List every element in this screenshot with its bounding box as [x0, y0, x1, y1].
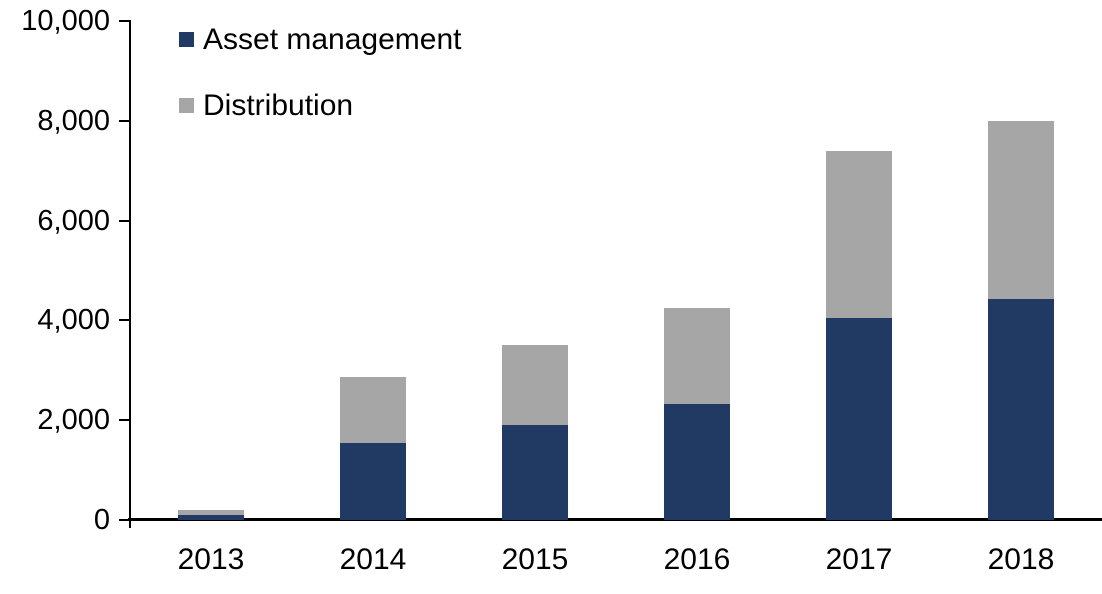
bar-segment-asset-management-2016 — [664, 403, 730, 520]
x-tick-label-2015: 2015 — [501, 543, 569, 576]
bar-segment-distribution-2013 — [178, 510, 244, 515]
legend-label-asset-management: Asset management — [203, 23, 462, 56]
y-tick-label: 6,000 — [37, 204, 110, 237]
y-tick-label: 10,000 — [21, 5, 110, 37]
y-tick-label: 8,000 — [37, 104, 110, 137]
x-axis — [128, 518, 1102, 521]
y-tick-mark — [119, 119, 130, 122]
bar-segment-asset-management-2014 — [340, 442, 406, 520]
x-tick-label-2018: 2018 — [987, 543, 1055, 576]
x-tick-label-2016: 2016 — [663, 543, 731, 576]
bar-segment-asset-management-2013 — [178, 515, 244, 520]
legend-label-distribution: Distribution — [203, 89, 354, 122]
y-tick-mark — [119, 319, 130, 322]
y-axis — [129, 20, 131, 528]
y-tick-label: 4,000 — [37, 304, 110, 337]
bar-segment-distribution-2018 — [988, 120, 1054, 299]
legend-item-asset-management: Asset management — [179, 22, 461, 57]
y-tick-mark — [119, 20, 130, 22]
bar-segment-asset-management-2015 — [502, 425, 568, 520]
bar-segment-distribution-2017 — [826, 150, 892, 318]
bar-segment-distribution-2014 — [340, 376, 406, 443]
bar-segment-asset-management-2017 — [826, 317, 892, 520]
bar-segment-distribution-2016 — [664, 307, 730, 404]
legend-swatch-asset-management — [179, 32, 194, 47]
legend-item-distribution: Distribution — [179, 88, 461, 123]
y-tick-label: 0 — [93, 504, 110, 536]
bar-segment-asset-management-2018 — [988, 298, 1054, 520]
x-tick-label-2017: 2017 — [825, 543, 893, 576]
y-tick-mark — [119, 219, 130, 222]
y-tick-label: 2,000 — [37, 404, 110, 437]
legend: Asset management Distribution — [179, 22, 461, 123]
y-tick-mark — [119, 519, 130, 521]
x-tick-label-2014: 2014 — [339, 543, 407, 576]
x-tick-label-2013: 2013 — [177, 543, 245, 576]
bar-segment-distribution-2015 — [502, 345, 568, 426]
y-tick-mark — [119, 419, 130, 422]
legend-swatch-distribution — [179, 98, 194, 113]
